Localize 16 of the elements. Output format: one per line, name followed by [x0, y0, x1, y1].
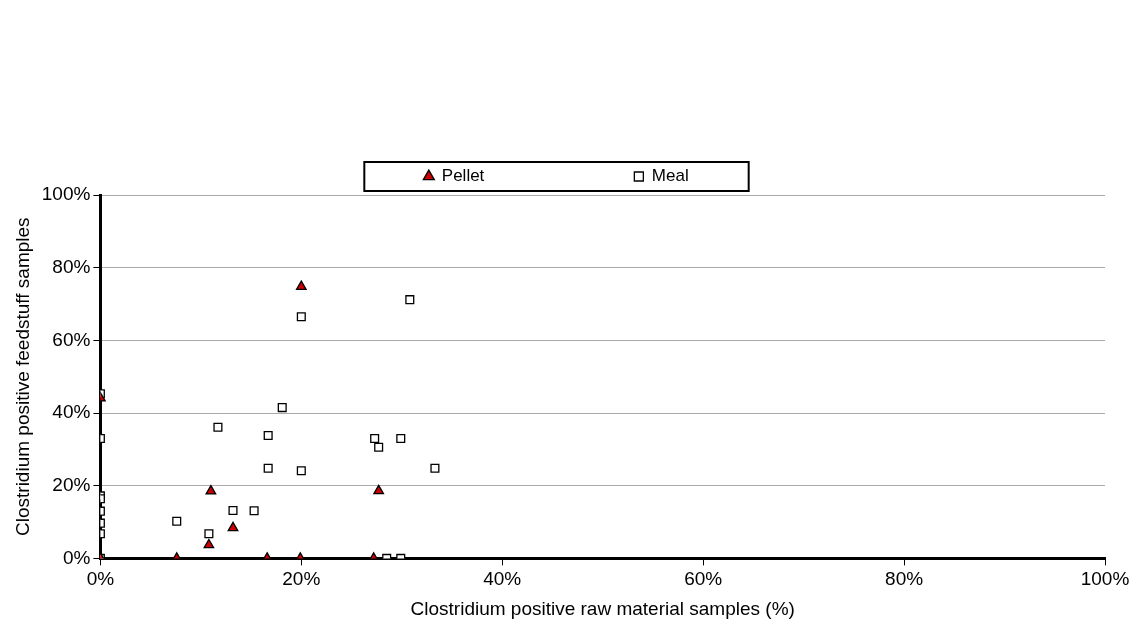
y-tick-label: 20% — [52, 473, 91, 495]
legend-label: Pellet — [441, 166, 485, 186]
y-tick-label: 100% — [41, 183, 91, 205]
x-tick-label: 0% — [86, 568, 115, 590]
legend-label: Meal — [651, 166, 689, 186]
x-tick-label: 100% — [1080, 568, 1130, 590]
y-tick-label: 0% — [62, 546, 91, 568]
y-tick-label: 60% — [52, 328, 91, 350]
x-axis-title: Clostridium positive raw material samples (%) — [410, 597, 795, 619]
x-tick-label: 60% — [684, 568, 723, 590]
x-tick-label: 80% — [885, 568, 924, 590]
x-tick-label: 20% — [282, 568, 321, 590]
y-axis-title: Clostridium positive feedstuff samples — [11, 217, 33, 536]
y-tick-label: 80% — [52, 255, 91, 277]
y-tick-label: 40% — [52, 401, 91, 423]
x-tick-label: 40% — [483, 568, 522, 590]
